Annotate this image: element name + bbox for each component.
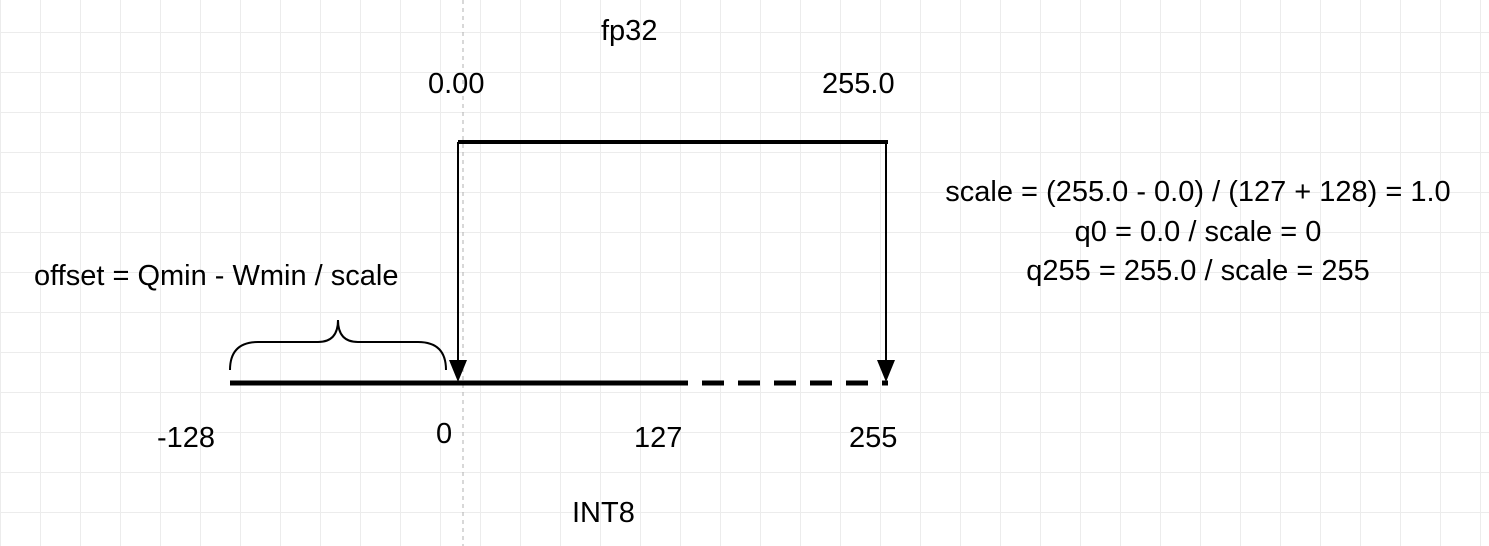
int8-255-label: 255 — [849, 422, 898, 454]
right-mapping-arrow-head — [877, 360, 895, 382]
scale-formula: scale = (255.0 - 0.0) / (127 + 128) = 1.… — [945, 176, 1451, 208]
left-mapping-arrow-head — [449, 360, 467, 382]
fp32-label: fp32 — [601, 15, 658, 47]
int8-label: INT8 — [572, 497, 635, 529]
int8-zero-label: 0 — [436, 418, 453, 450]
fp32-max-label: 255.0 — [822, 68, 895, 100]
offset-brace — [229, 319, 447, 371]
int8-min-label: -128 — [157, 422, 216, 454]
fp32-min-label: 0.00 — [428, 68, 485, 100]
q0-formula: q0 = 0.0 / scale = 0 — [1074, 216, 1322, 248]
q255-formula: q255 = 255.0 / scale = 255 — [1026, 255, 1370, 287]
offset-formula: offset = Qmin - Wmin / scale — [34, 260, 399, 292]
int8-127-label: 127 — [634, 422, 683, 454]
